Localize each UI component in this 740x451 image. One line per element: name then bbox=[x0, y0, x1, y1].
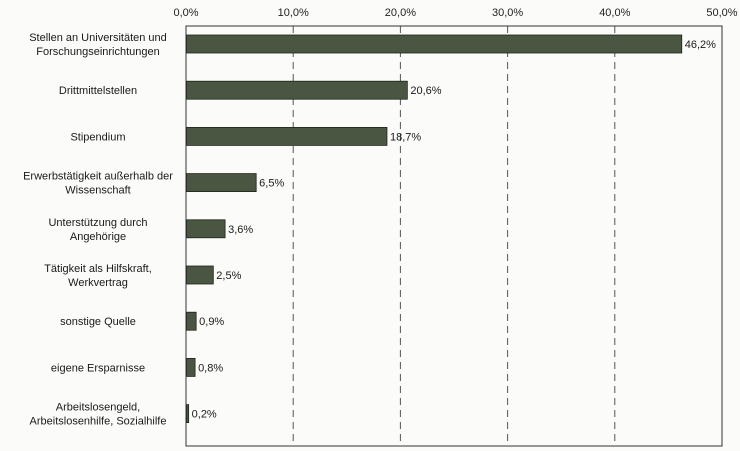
x-tick-label: 30,0% bbox=[492, 7, 523, 19]
bar bbox=[186, 404, 190, 424]
bar bbox=[186, 80, 408, 100]
bar bbox=[186, 34, 683, 54]
bar bbox=[186, 219, 226, 239]
x-tick-labels: 0,0% 10,0% 20,0% 30,0% 40,0% 50,0% bbox=[173, 7, 737, 19]
value-labels: 46,2% 20,6% 18,7% 6,5% 3,6% 2,5% 0,9% 0,8% 0,2% bbox=[192, 39, 717, 421]
category-label: Arbeitslosengeld, Arbeitslosenhilfe, Sozi… bbox=[30, 402, 167, 428]
data-label: 18,7% bbox=[390, 131, 421, 143]
bar bbox=[186, 311, 197, 331]
data-label: 46,2% bbox=[685, 39, 716, 51]
data-label: 3,6% bbox=[228, 224, 253, 236]
grid-layer bbox=[292, 26, 616, 446]
category-label: Tätigkeit als Hilfskraft, Werkvertrag bbox=[44, 263, 152, 289]
bar bbox=[186, 173, 257, 193]
bar bbox=[186, 127, 388, 146]
data-label: 0,8% bbox=[198, 362, 223, 374]
bar bbox=[186, 357, 196, 377]
category-label: sonstige Quelle bbox=[60, 316, 136, 328]
x-tick-label: 50,0% bbox=[706, 7, 737, 19]
x-tick-label: 10,0% bbox=[278, 7, 309, 19]
plot-frame bbox=[185, 25, 723, 447]
category-label: eigene Ersparnisse bbox=[51, 362, 145, 374]
bar bbox=[186, 265, 214, 285]
category-label: Stipendium bbox=[70, 131, 125, 143]
data-label: 0,2% bbox=[192, 409, 217, 421]
category-labels: Stellen an Universitäten und Forschungsei… bbox=[23, 32, 173, 428]
x-tick-label: 20,0% bbox=[385, 7, 416, 19]
category-label: Stellen an Universitäten und Forschungsei… bbox=[29, 32, 167, 58]
data-label: 0,9% bbox=[199, 316, 224, 328]
data-label: 20,6% bbox=[410, 85, 441, 97]
category-label: Unterstützung durch Angehörige bbox=[48, 217, 147, 243]
data-label: 2,5% bbox=[216, 270, 241, 282]
x-tick-label: 0,0% bbox=[173, 7, 198, 19]
data-label: 6,5% bbox=[259, 178, 284, 190]
category-label: Drittmittelstellen bbox=[59, 85, 137, 97]
category-label: Erwerbstätigkeit außerhalb der Wissenscha… bbox=[23, 171, 173, 197]
x-tick-label: 40,0% bbox=[599, 7, 630, 19]
